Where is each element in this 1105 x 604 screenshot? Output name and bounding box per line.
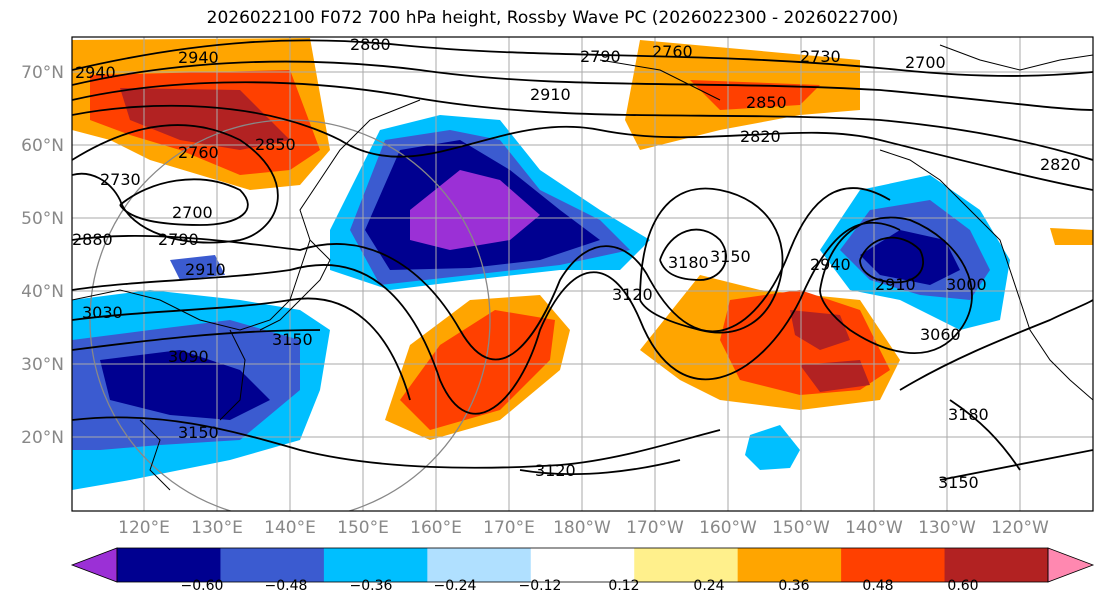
colorbar-extend-min	[70, 547, 118, 583]
contour-label: 2940	[810, 255, 851, 274]
anomaly-region	[120, 88, 290, 150]
contour-label: 2730	[800, 47, 841, 66]
graticule	[72, 37, 1093, 511]
colorbar-swatch	[117, 548, 221, 582]
colorbar-swatch	[944, 548, 1049, 582]
anomaly-region	[800, 360, 870, 392]
contour-label: 3120	[535, 461, 576, 480]
lat-label: 50°N	[21, 209, 64, 229]
coastlines	[72, 44, 1093, 491]
lon-label: 120°W	[991, 518, 1049, 538]
contour-label: 2880	[72, 230, 113, 249]
lat-label: 70°N	[21, 63, 64, 83]
map-frame	[71, 36, 1094, 512]
colorbar-swatch	[634, 548, 739, 582]
contour-label: 3030	[82, 303, 123, 322]
contour-label: 2910	[875, 275, 916, 294]
anomaly-region	[100, 350, 270, 420]
lat-label: 60°N	[21, 136, 64, 156]
colorbar-swatch	[530, 548, 635, 582]
contour-label: 2760	[178, 143, 219, 162]
colorbar-extend-max	[1047, 547, 1095, 583]
colorbar: −0.60 −0.48 −0.36 −0.24 −0.12 0.12 0.24 …	[70, 547, 1095, 594]
contour-label: 2850	[255, 135, 296, 154]
colorbar-tick-label: 0.24	[693, 578, 724, 594]
contour-label: 2790	[580, 47, 621, 66]
colorbar-ticks: −0.60 −0.48 −0.36 −0.24 −0.12 0.12 0.24 …	[181, 578, 979, 594]
colorbar-tick-label: −0.48	[265, 578, 308, 594]
lon-label: 150°E	[337, 518, 389, 538]
colorbar-swatch	[427, 548, 532, 582]
colorbar-tick-label: −0.24	[434, 578, 477, 594]
colorbar-swatch	[737, 548, 842, 582]
contour-label: 3150	[710, 247, 751, 266]
contour-label: 2940	[75, 63, 116, 82]
contour-label: 3180	[668, 253, 709, 272]
contour-label: 2910	[185, 260, 226, 279]
contour-label: 3090	[168, 347, 209, 366]
colorbar-swatch	[841, 548, 946, 582]
lon-label: 170°E	[483, 518, 535, 538]
anomaly-region	[170, 255, 225, 280]
colorbar-tick-label: −0.60	[181, 578, 224, 594]
contour-label: 2730	[100, 170, 141, 189]
anomaly-region	[860, 230, 960, 285]
lon-label: 160°E	[410, 518, 462, 538]
lon-label: 160°W	[699, 518, 757, 538]
contour-label: 3060	[920, 325, 961, 344]
lon-label: 120°E	[118, 518, 170, 538]
lon-label: 180°W	[553, 518, 611, 538]
contour-label: 2790	[158, 230, 199, 249]
lat-label: 30°N	[21, 355, 64, 375]
contour-label: 3120	[612, 285, 653, 304]
map-area: 2880 2940 2790 2760 2730 2700 2940 2910 …	[72, 35, 1093, 511]
colorbar-tick-label: −0.12	[519, 578, 562, 594]
contour-label: 2820	[740, 127, 781, 146]
anomaly-region	[1050, 228, 1093, 245]
lon-label: 170°W	[626, 518, 684, 538]
colorbar-tick-label: 0.12	[608, 578, 639, 594]
lat-label: 20°N	[21, 428, 64, 448]
contour-label: 3150	[938, 473, 979, 492]
colorbar-tick-label: 0.36	[778, 578, 809, 594]
colorbar-frame	[116, 547, 1049, 583]
contour-label: 2910	[530, 85, 571, 104]
colorbar-tick-label: −0.36	[350, 578, 393, 594]
contour-label: 3000	[946, 275, 987, 294]
latitude-labels: 70°N 60°N 50°N 40°N 30°N 20°N	[21, 63, 64, 448]
anomaly-region	[745, 425, 800, 470]
contour-label: 3180	[948, 405, 989, 424]
lon-label: 140°E	[264, 518, 316, 538]
colorbar-tick-label: 0.60	[947, 578, 978, 594]
lon-label: 130°E	[191, 518, 243, 538]
colorbar-swatches	[70, 547, 1095, 583]
lon-label: 130°W	[918, 518, 976, 538]
chart-title: 2026022100 F072 700 hPa height, Rossby W…	[206, 8, 899, 28]
colorbar-tick-label: 0.48	[862, 578, 893, 594]
contour-label: 3150	[272, 330, 313, 349]
positive-anomaly-shading	[72, 38, 1093, 440]
contour-label: 2850	[746, 93, 787, 112]
lon-label: 150°W	[772, 518, 830, 538]
anomaly-region	[790, 310, 850, 350]
contour-label: 2820	[1040, 155, 1081, 174]
anomaly-region	[690, 80, 820, 110]
colorbar-swatch	[220, 548, 325, 582]
lon-label: 140°W	[845, 518, 903, 538]
contour-label: 2760	[652, 42, 693, 61]
contour-label: 2880	[350, 35, 391, 54]
contour-label: 2940	[178, 48, 219, 67]
contour-label: 3150	[178, 423, 219, 442]
height-contours	[72, 39, 1093, 481]
contour-label: 2700	[172, 203, 213, 222]
colorbar-swatch	[323, 548, 428, 582]
contour-label: 2700	[905, 53, 946, 72]
contour-labels: 2880 2940 2790 2760 2730 2700 2940 2910 …	[72, 35, 1081, 492]
lat-label: 40°N	[21, 282, 64, 302]
longitude-labels: 120°E 130°E 140°E 150°E 160°E 170°E 180°…	[118, 518, 1049, 538]
anomaly-region	[400, 310, 555, 430]
